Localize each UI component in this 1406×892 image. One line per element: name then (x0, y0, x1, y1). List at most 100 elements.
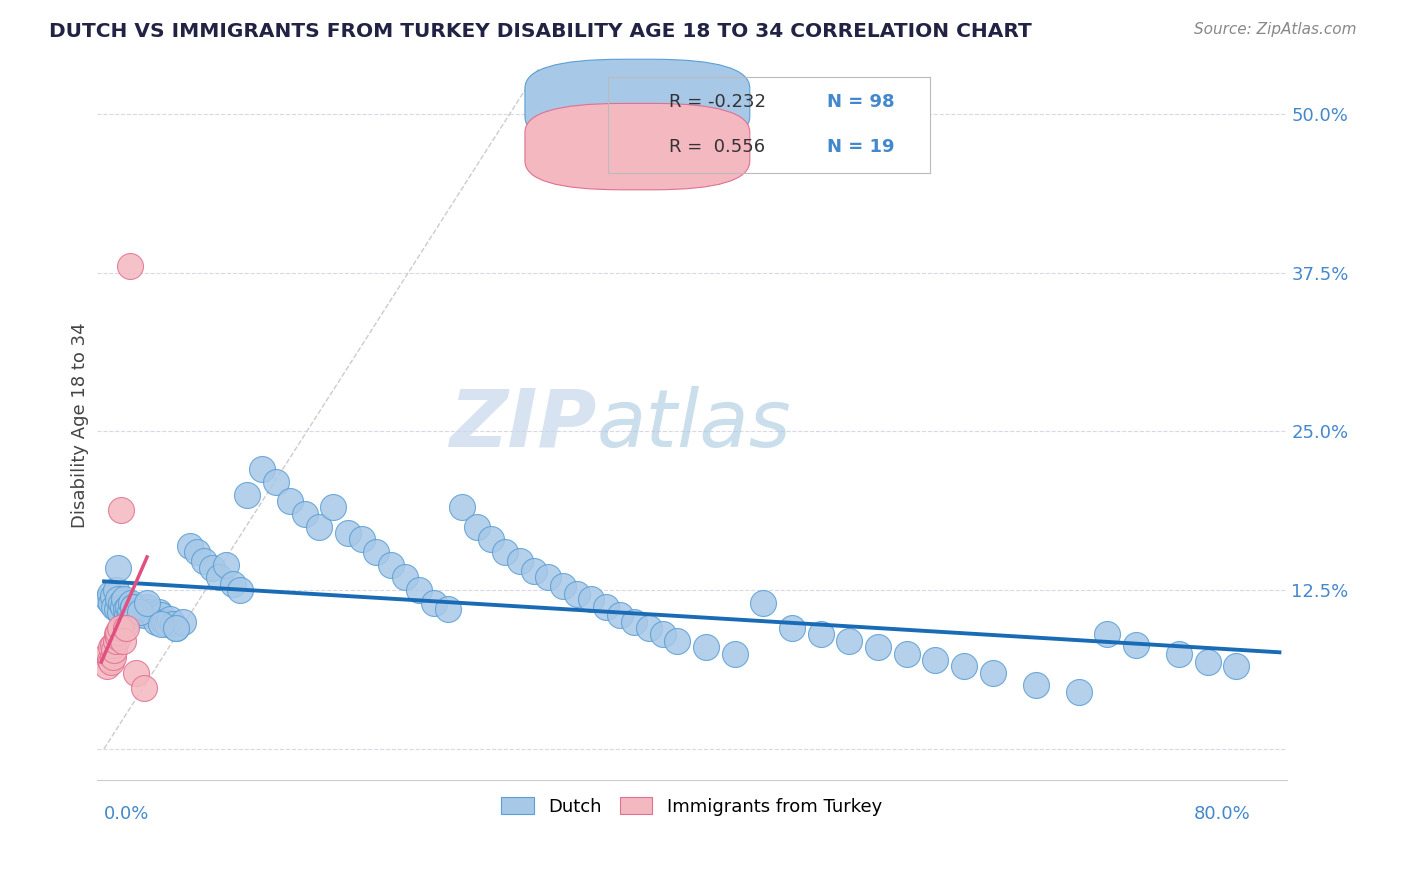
Point (145, 615, 167, 629)
Y-axis label: Disability Age 18 to 34: Disability Age 18 to 34 (72, 322, 89, 528)
Point (924, 653, 946, 667)
Point (100, 656, 122, 670)
Point (104, 582, 127, 597)
Point (186, 545, 208, 559)
Point (110, 596, 132, 610)
Point (118, 605, 141, 619)
Point (838, 633, 860, 648)
Point (479, 533, 502, 547)
Point (100, 596, 122, 610)
Point (107, 561, 129, 575)
Point (215, 558, 238, 572)
Point (101, 590, 124, 604)
Point (666, 633, 689, 648)
Point (121, 599, 143, 614)
Point (294, 507, 316, 521)
Point (150, 608, 173, 623)
Point (1197, 656, 1219, 670)
Point (98, 587, 121, 601)
Point (1225, 659, 1247, 673)
Point (422, 596, 444, 610)
Point (131, 602, 153, 616)
Point (752, 596, 775, 610)
Point (172, 615, 194, 629)
Point (523, 564, 546, 578)
Text: atlas: atlas (596, 386, 792, 464)
Point (1067, 684, 1090, 698)
Point (129, 605, 152, 619)
Point (565, 587, 588, 601)
Point (112, 591, 135, 606)
Point (308, 519, 330, 533)
Point (108, 621, 131, 635)
Point (868, 640, 890, 655)
Text: DUTCH VS IMMIGRANTS FROM TURKEY DISABILITY AGE 18 TO 34 CORRELATION CHART: DUTCH VS IMMIGRANTS FROM TURKEY DISABILI… (49, 22, 1032, 41)
Point (724, 647, 747, 661)
Point (98, 653, 121, 667)
Point (509, 554, 531, 568)
Point (179, 539, 201, 553)
Text: 80.0%: 80.0% (1194, 805, 1251, 823)
Point (193, 554, 215, 568)
Point (408, 582, 430, 597)
Point (142, 608, 165, 623)
Point (107, 630, 129, 644)
Point (336, 525, 359, 540)
Point (105, 627, 128, 641)
Text: Source: ZipAtlas.com: Source: ZipAtlas.com (1194, 22, 1357, 37)
Point (451, 500, 474, 515)
Point (981, 665, 1004, 680)
Point (537, 570, 560, 584)
Point (134, 608, 156, 623)
Point (810, 627, 832, 641)
Point (127, 605, 149, 619)
Point (222, 576, 245, 591)
Text: ZIP: ZIP (449, 386, 596, 464)
Text: 0.0%: 0.0% (104, 805, 149, 823)
Point (150, 617, 173, 632)
Point (114, 602, 136, 616)
Point (394, 570, 416, 584)
Point (695, 640, 717, 655)
Point (124, 665, 146, 680)
Point (366, 545, 388, 559)
Point (162, 617, 184, 632)
Point (953, 659, 976, 673)
Point (380, 558, 402, 572)
Point (156, 617, 179, 632)
Point (637, 621, 659, 635)
Point (103, 642, 125, 657)
Legend: Dutch, Immigrants from Turkey: Dutch, Immigrants from Turkey (492, 788, 891, 825)
Point (111, 599, 134, 614)
Point (437, 602, 460, 616)
Point (110, 503, 132, 517)
Point (264, 475, 287, 489)
Point (114, 617, 136, 632)
Point (105, 602, 128, 616)
Point (208, 570, 231, 584)
Point (100, 640, 122, 655)
Point (551, 579, 574, 593)
Point (165, 621, 187, 635)
Point (114, 621, 136, 635)
Point (1168, 647, 1191, 661)
Point (101, 650, 124, 665)
Point (1097, 627, 1119, 641)
Point (153, 615, 176, 629)
Point (117, 599, 139, 614)
Point (229, 582, 252, 597)
Point (96, 659, 118, 673)
Point (136, 596, 159, 610)
Point (97, 591, 120, 606)
Point (104, 633, 127, 648)
Point (780, 621, 803, 635)
Point (121, 599, 143, 614)
Point (494, 545, 516, 559)
Point (107, 624, 129, 639)
Point (97, 647, 120, 661)
Point (115, 608, 138, 623)
Point (107, 591, 129, 606)
Point (652, 627, 675, 641)
Point (136, 599, 159, 614)
Point (609, 608, 631, 623)
